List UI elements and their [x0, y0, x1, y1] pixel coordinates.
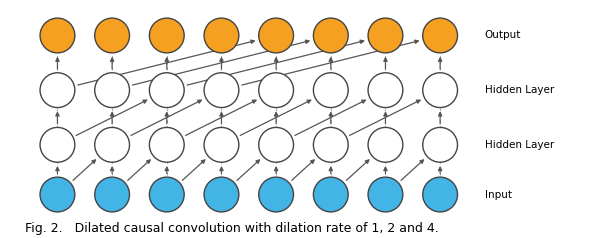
Circle shape — [259, 177, 294, 212]
Circle shape — [149, 73, 184, 108]
Text: Hidden Layer: Hidden Layer — [485, 85, 554, 95]
Circle shape — [259, 127, 294, 162]
Circle shape — [204, 73, 239, 108]
Text: Fig. 2.   Dilated causal convolution with dilation rate of 1, 2 and 4.: Fig. 2. Dilated causal convolution with … — [25, 222, 439, 235]
Text: Output: Output — [485, 30, 521, 40]
Circle shape — [95, 127, 130, 162]
Text: Hidden Layer: Hidden Layer — [485, 140, 554, 150]
Text: Input: Input — [485, 189, 512, 199]
Circle shape — [204, 18, 239, 53]
Circle shape — [313, 18, 348, 53]
Circle shape — [313, 177, 348, 212]
Circle shape — [95, 177, 130, 212]
Circle shape — [423, 177, 458, 212]
Circle shape — [259, 18, 294, 53]
Circle shape — [95, 18, 130, 53]
Circle shape — [368, 127, 403, 162]
Circle shape — [149, 177, 184, 212]
Circle shape — [313, 127, 348, 162]
Circle shape — [40, 73, 75, 108]
Circle shape — [423, 73, 458, 108]
Circle shape — [40, 127, 75, 162]
Circle shape — [368, 18, 403, 53]
Circle shape — [40, 18, 75, 53]
Circle shape — [259, 73, 294, 108]
Circle shape — [40, 177, 75, 212]
Circle shape — [423, 127, 458, 162]
Circle shape — [149, 127, 184, 162]
Circle shape — [149, 18, 184, 53]
Circle shape — [313, 73, 348, 108]
Circle shape — [423, 18, 458, 53]
Circle shape — [204, 127, 239, 162]
Circle shape — [368, 73, 403, 108]
Circle shape — [95, 73, 130, 108]
Circle shape — [368, 177, 403, 212]
Circle shape — [204, 177, 239, 212]
